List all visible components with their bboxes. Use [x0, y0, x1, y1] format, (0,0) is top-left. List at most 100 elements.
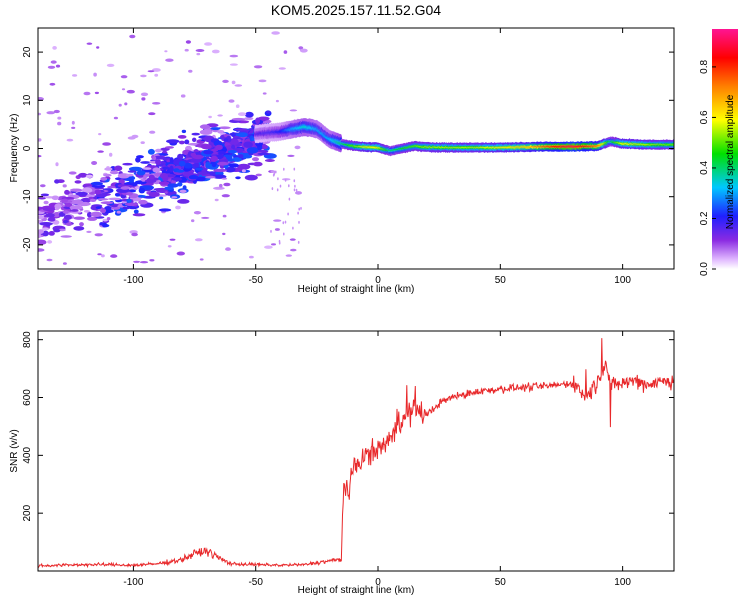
heatmap-cell — [237, 154, 244, 159]
heatmap-cell — [290, 248, 297, 252]
y-axis-ticks: 200 400 600 800 — [22, 331, 674, 522]
y-tick-label: 20 — [22, 46, 33, 58]
heatmap-cell — [257, 116, 270, 121]
heatmap-cell — [293, 188, 296, 192]
heatmap-cell — [100, 177, 108, 181]
heatmap-cell — [252, 161, 263, 167]
heatmap-cell — [147, 148, 155, 155]
heatmap-cell — [171, 177, 183, 181]
heatmap-cell — [132, 213, 146, 217]
heatmap-cell — [165, 146, 174, 149]
heatmap-cell — [208, 115, 212, 119]
heatmap-cell — [126, 198, 132, 203]
heatmap-cell — [152, 167, 161, 173]
heatmap-cell — [183, 162, 193, 169]
heatmap-cell — [276, 188, 279, 192]
y-axis-label: Frequency (Hz) — [9, 114, 20, 183]
heatmap-cell — [155, 159, 162, 165]
heatmap-cell — [94, 91, 99, 95]
heatmap-cell — [143, 175, 147, 180]
heatmap-cell — [141, 178, 146, 182]
y-tick-label: 800 — [22, 331, 33, 348]
heatmap-cell — [71, 126, 76, 129]
heatmap-cell — [89, 198, 97, 202]
heatmap-cell — [297, 240, 300, 244]
snr-series-line — [38, 338, 674, 569]
heatmap-cell — [292, 226, 294, 230]
heatmap-cell — [159, 196, 164, 200]
heatmap-cell — [164, 191, 168, 194]
heatmap-cell — [191, 219, 195, 223]
y-tick-label: 0 — [22, 145, 33, 151]
heatmap-cell — [152, 102, 161, 105]
heatmap-cell — [98, 133, 102, 136]
heatmap-cell — [95, 206, 102, 210]
heatmap-cell — [273, 219, 282, 222]
heatmap-cell — [213, 186, 225, 190]
heatmap-cell — [62, 210, 69, 214]
heatmap-cell — [225, 247, 231, 251]
heatmap-cell — [192, 137, 197, 142]
heatmap-cell — [211, 49, 220, 54]
heatmap-cell — [94, 233, 103, 237]
heatmap-cell — [289, 238, 296, 241]
heatmap-cell — [271, 31, 280, 35]
heatmap-cell — [73, 216, 85, 220]
heatmap-cell — [244, 111, 254, 118]
heatmap-cell — [97, 150, 104, 153]
spectrogram-cells — [38, 31, 674, 265]
heatmap-cell — [165, 58, 174, 62]
heatmap-cell — [179, 140, 185, 145]
heatmap-cell — [271, 187, 274, 191]
heatmap-cell — [221, 177, 228, 180]
x-axis-ticks: -100 -50 0 50 100 — [123, 28, 631, 286]
heatmap-cell — [293, 179, 296, 183]
heatmap-cell — [283, 167, 285, 171]
heatmap-cell — [270, 170, 275, 173]
heatmap-cell — [212, 174, 227, 179]
heatmap-cell — [236, 148, 244, 153]
heatmap-cell — [72, 74, 78, 77]
heatmap-cell — [91, 161, 98, 165]
heatmap-cell — [49, 82, 56, 86]
x-tick-label: 50 — [495, 275, 507, 286]
heatmap-cell — [201, 216, 210, 219]
heatmap-cell — [166, 139, 180, 144]
heatmap-cell — [243, 141, 253, 148]
heatmap-cell — [55, 207, 59, 211]
heatmap-cell — [100, 201, 114, 205]
heatmap-cell — [129, 34, 136, 39]
heatmap-cell — [102, 142, 111, 146]
heatmap-cell — [167, 245, 172, 248]
heatmap-cell — [127, 170, 137, 173]
heatmap-cell — [176, 251, 185, 256]
heatmap-cell — [155, 148, 162, 153]
heatmap-cell — [300, 206, 302, 210]
heatmap-cell — [295, 191, 302, 195]
colorbar-label: Normalized spectral amplitude — [725, 94, 736, 229]
heatmap-cell — [182, 185, 187, 190]
heatmap-cell — [61, 198, 68, 203]
heatmap-cell — [51, 195, 59, 201]
heatmap-cell — [279, 184, 282, 188]
heatmap-cell — [86, 42, 93, 45]
heatmap-cell — [69, 209, 79, 212]
heatmap-cell — [277, 177, 279, 181]
heatmap-cell — [229, 63, 238, 66]
heatmap-cell — [50, 60, 57, 64]
heatmap-cell — [110, 204, 118, 208]
heatmap-cell — [38, 112, 42, 116]
x-tick-label: 100 — [614, 577, 631, 588]
heatmap-cell — [265, 110, 271, 114]
heatmap-cell — [253, 65, 263, 69]
heatmap-cell — [148, 174, 155, 180]
heatmap-cell — [38, 229, 44, 234]
heatmap-cell — [171, 196, 178, 199]
heatmap-cell — [64, 189, 70, 195]
heatmap-cell — [164, 186, 174, 191]
x-tick-label: 0 — [375, 275, 381, 286]
heatmap-cell — [204, 42, 213, 46]
heatmap-cell — [53, 109, 60, 114]
heatmap-cell — [128, 166, 143, 172]
